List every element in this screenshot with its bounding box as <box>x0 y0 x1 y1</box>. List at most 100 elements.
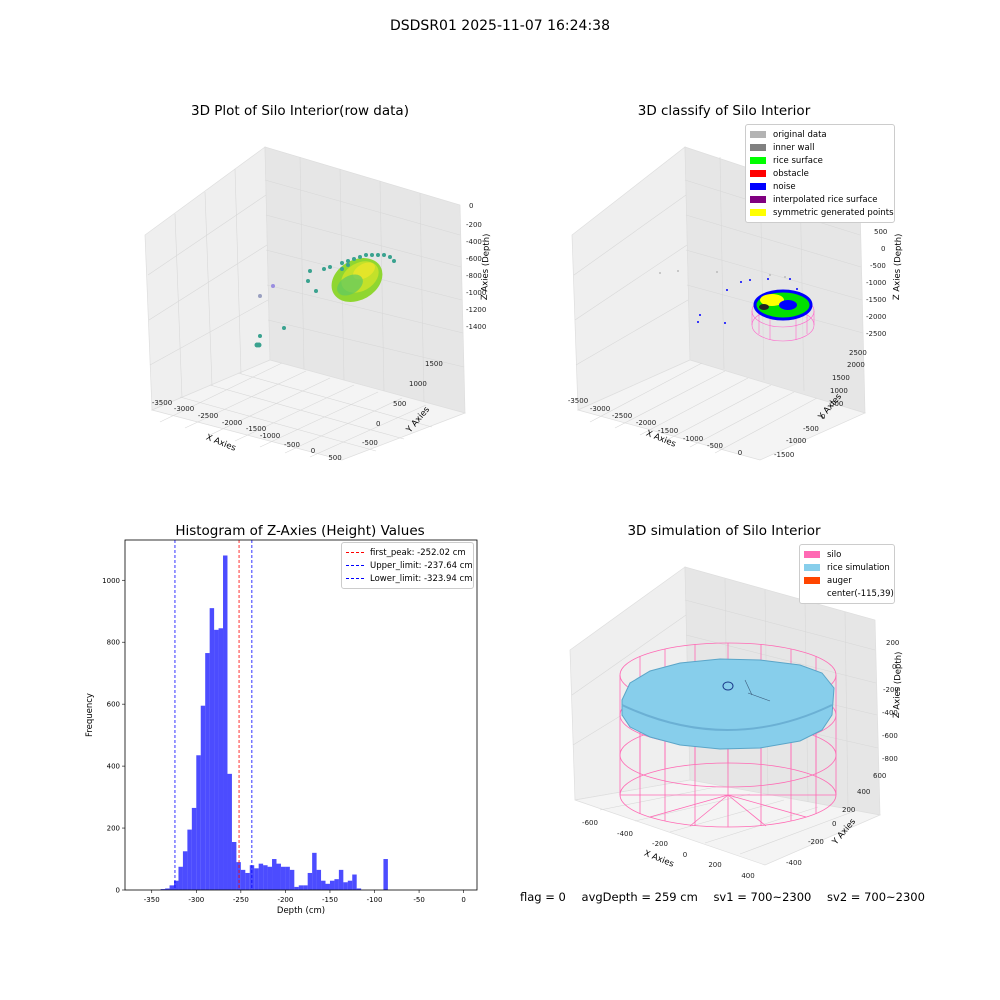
svg-text:-600: -600 <box>466 255 482 263</box>
y-tick-label: 0 <box>116 887 120 895</box>
legend-item: noise <box>750 180 890 193</box>
svg-text:-400: -400 <box>617 830 633 838</box>
rice-points-cloud <box>331 258 383 302</box>
legend-swatch <box>804 590 820 597</box>
histogram-bar <box>276 863 281 890</box>
svg-text:0: 0 <box>311 447 315 455</box>
status-footer: flag = 0 avgDepth = 259 cm sv1 = 700~230… <box>520 890 937 904</box>
svg-text:1500: 1500 <box>832 374 850 382</box>
legend-swatch <box>804 551 820 558</box>
legend-item: center(-115,39) <box>804 587 894 600</box>
simulation-plot-title: 3D simulation of Silo Interior <box>627 523 821 539</box>
svg-text:-2000: -2000 <box>866 313 886 321</box>
svg-text:0: 0 <box>892 663 896 671</box>
histogram-bar <box>200 705 206 890</box>
svg-text:500: 500 <box>328 454 341 462</box>
histogram-chart: -350 -300 -250 -200 -150 -100 -50 0 0 200 400 600 8… <box>85 539 478 916</box>
histogram-bar <box>182 851 188 890</box>
svg-text:0: 0 <box>821 413 825 421</box>
histogram-bar <box>356 888 362 890</box>
legend-item: obstacle <box>750 167 890 180</box>
histogram-bar <box>174 880 179 890</box>
svg-text:-1500: -1500 <box>246 425 266 433</box>
svg-text:-500: -500 <box>707 442 723 450</box>
simulation-3d-plot: -600 -400 -200 0 200 400 X Axies -400 -2… <box>569 566 904 880</box>
svg-text:-800: -800 <box>882 755 898 763</box>
histogram-bar <box>285 866 290 890</box>
simulation-z-ticks: 200 0 -200 -400 -600 -800 <box>882 639 899 763</box>
symmetric-points <box>760 294 784 306</box>
legend-item: inner wall <box>750 141 890 154</box>
sv1-text: sv1 = 700~2300 <box>713 890 812 904</box>
svg-text:200: 200 <box>886 639 899 647</box>
x-tick-label: -200 <box>277 896 293 904</box>
histogram-bar <box>263 865 268 890</box>
svg-text:2000: 2000 <box>847 361 865 369</box>
svg-text:-2500: -2500 <box>612 412 632 420</box>
histogram-bar <box>165 888 170 890</box>
legend-item: symmetric generated points <box>750 206 894 219</box>
svg-text:-2000: -2000 <box>636 419 656 427</box>
svg-text:600: 600 <box>873 772 886 780</box>
svg-text:-500: -500 <box>362 439 378 447</box>
svg-text:-500: -500 <box>803 425 819 433</box>
histogram-bar <box>223 555 228 890</box>
raw-y-ticks: -500 0 500 1000 1500 <box>362 360 443 447</box>
legend-line <box>346 565 364 566</box>
classify-y-ticks: -1500 -1000 -500 0 500 1000 1500 2000 25… <box>774 349 867 459</box>
svg-text:-600: -600 <box>882 732 898 740</box>
svg-text:-1400: -1400 <box>466 323 486 331</box>
histogram-bar <box>245 872 250 890</box>
histogram-bar <box>267 866 273 890</box>
svg-text:200: 200 <box>842 806 855 814</box>
classify-legend: original data inner wall rice surface ob… <box>745 124 895 223</box>
histogram-bar <box>289 869 295 890</box>
histogram-bar <box>329 880 335 890</box>
histogram-bar <box>280 866 286 890</box>
svg-text:-200: -200 <box>466 221 482 229</box>
noise-points <box>697 278 798 324</box>
svg-text:-1500: -1500 <box>866 296 886 304</box>
legend-item: auger <box>804 574 890 587</box>
legend-item: rice simulation <box>804 561 890 574</box>
histogram-bar <box>294 886 299 890</box>
svg-text:-1500: -1500 <box>774 451 794 459</box>
svg-text:-3000: -3000 <box>590 405 610 413</box>
svg-text:-400: -400 <box>466 238 482 246</box>
svg-text:1500: 1500 <box>425 360 443 368</box>
histogram-title: Histogram of Z-Axies (Height) Values <box>175 523 425 539</box>
svg-text:200: 200 <box>708 861 721 869</box>
x-tick-label: -50 <box>413 896 424 904</box>
x-tick-label: 0 <box>461 896 465 904</box>
svg-text:-1000: -1000 <box>866 279 886 287</box>
legend-item: silo <box>804 548 890 561</box>
svg-text:-800: -800 <box>466 272 482 280</box>
legend-swatch <box>750 183 766 190</box>
x-tick-label: -300 <box>188 896 204 904</box>
svg-text:-1000: -1000 <box>786 437 806 445</box>
legend-line <box>346 552 364 553</box>
histogram-bar <box>307 872 313 890</box>
histogram-bar <box>178 866 183 890</box>
classify-plot-title: 3D classify of Silo Interior <box>637 103 811 119</box>
histogram-bar <box>227 773 232 890</box>
rice-simulation-surface <box>621 658 835 750</box>
svg-text:-400: -400 <box>786 859 802 867</box>
histogram-legend: first_peak: -252.02 cm Upper_limit: -237… <box>341 542 474 589</box>
svg-text:-500: -500 <box>870 262 886 270</box>
svg-text:400: 400 <box>857 788 870 796</box>
histogram-bar <box>325 883 330 890</box>
x-tick-label: -250 <box>233 896 249 904</box>
sv2-text: sv2 = 700~2300 <box>827 890 925 904</box>
svg-text:-200: -200 <box>652 840 668 848</box>
y-tick-label: 200 <box>107 825 120 833</box>
histogram-bar <box>343 882 348 890</box>
legend-swatch <box>750 170 766 177</box>
simulation-y-ticks: -400 -200 0 200 400 600 <box>786 772 886 867</box>
auger-marker <box>722 681 734 691</box>
legend-swatch <box>750 131 766 138</box>
svg-text:-200: -200 <box>808 838 824 846</box>
raw-z-ticks: 0 -200 -400 -600 -800 -1000 -1200 -1400 <box>466 202 486 331</box>
histogram-bar <box>303 885 308 890</box>
histogram-bar <box>209 608 215 890</box>
